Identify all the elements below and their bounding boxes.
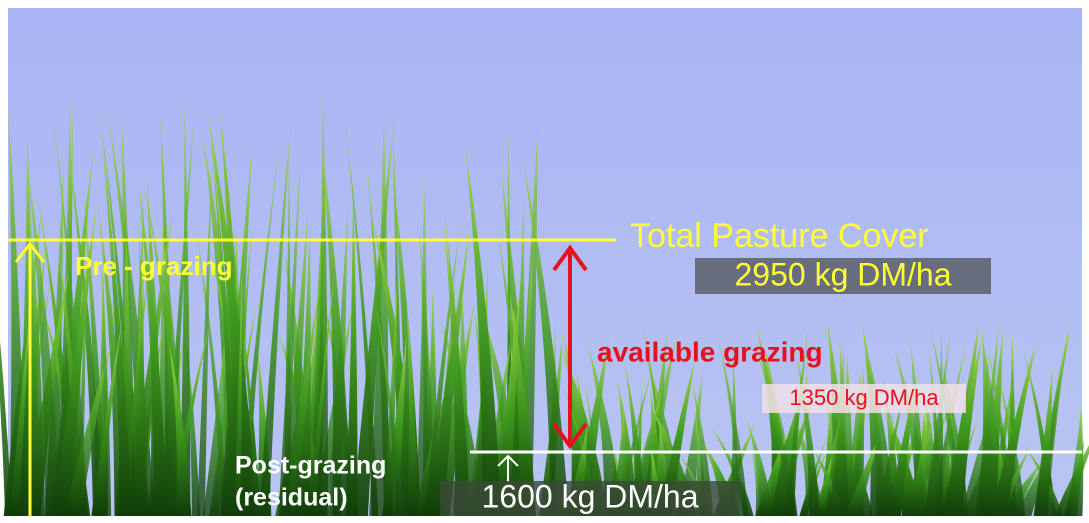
pre-grazing-label: Pre - grazing — [75, 251, 232, 281]
annotated-photo: Total Pasture Cover 2950 kg DM/ha Pre - … — [0, 0, 1089, 523]
total-cover-value: 2950 kg DM/ha — [734, 256, 951, 292]
available-label: available grazing — [597, 336, 823, 367]
post-label: (residual) — [235, 484, 348, 512]
total-cover-label: Total Pasture Cover — [630, 217, 929, 255]
available-value: 1350 kg DM/ha — [789, 385, 939, 410]
post-value: 1600 kg DM/ha — [481, 478, 698, 514]
post-label: Post-grazing — [235, 452, 386, 480]
